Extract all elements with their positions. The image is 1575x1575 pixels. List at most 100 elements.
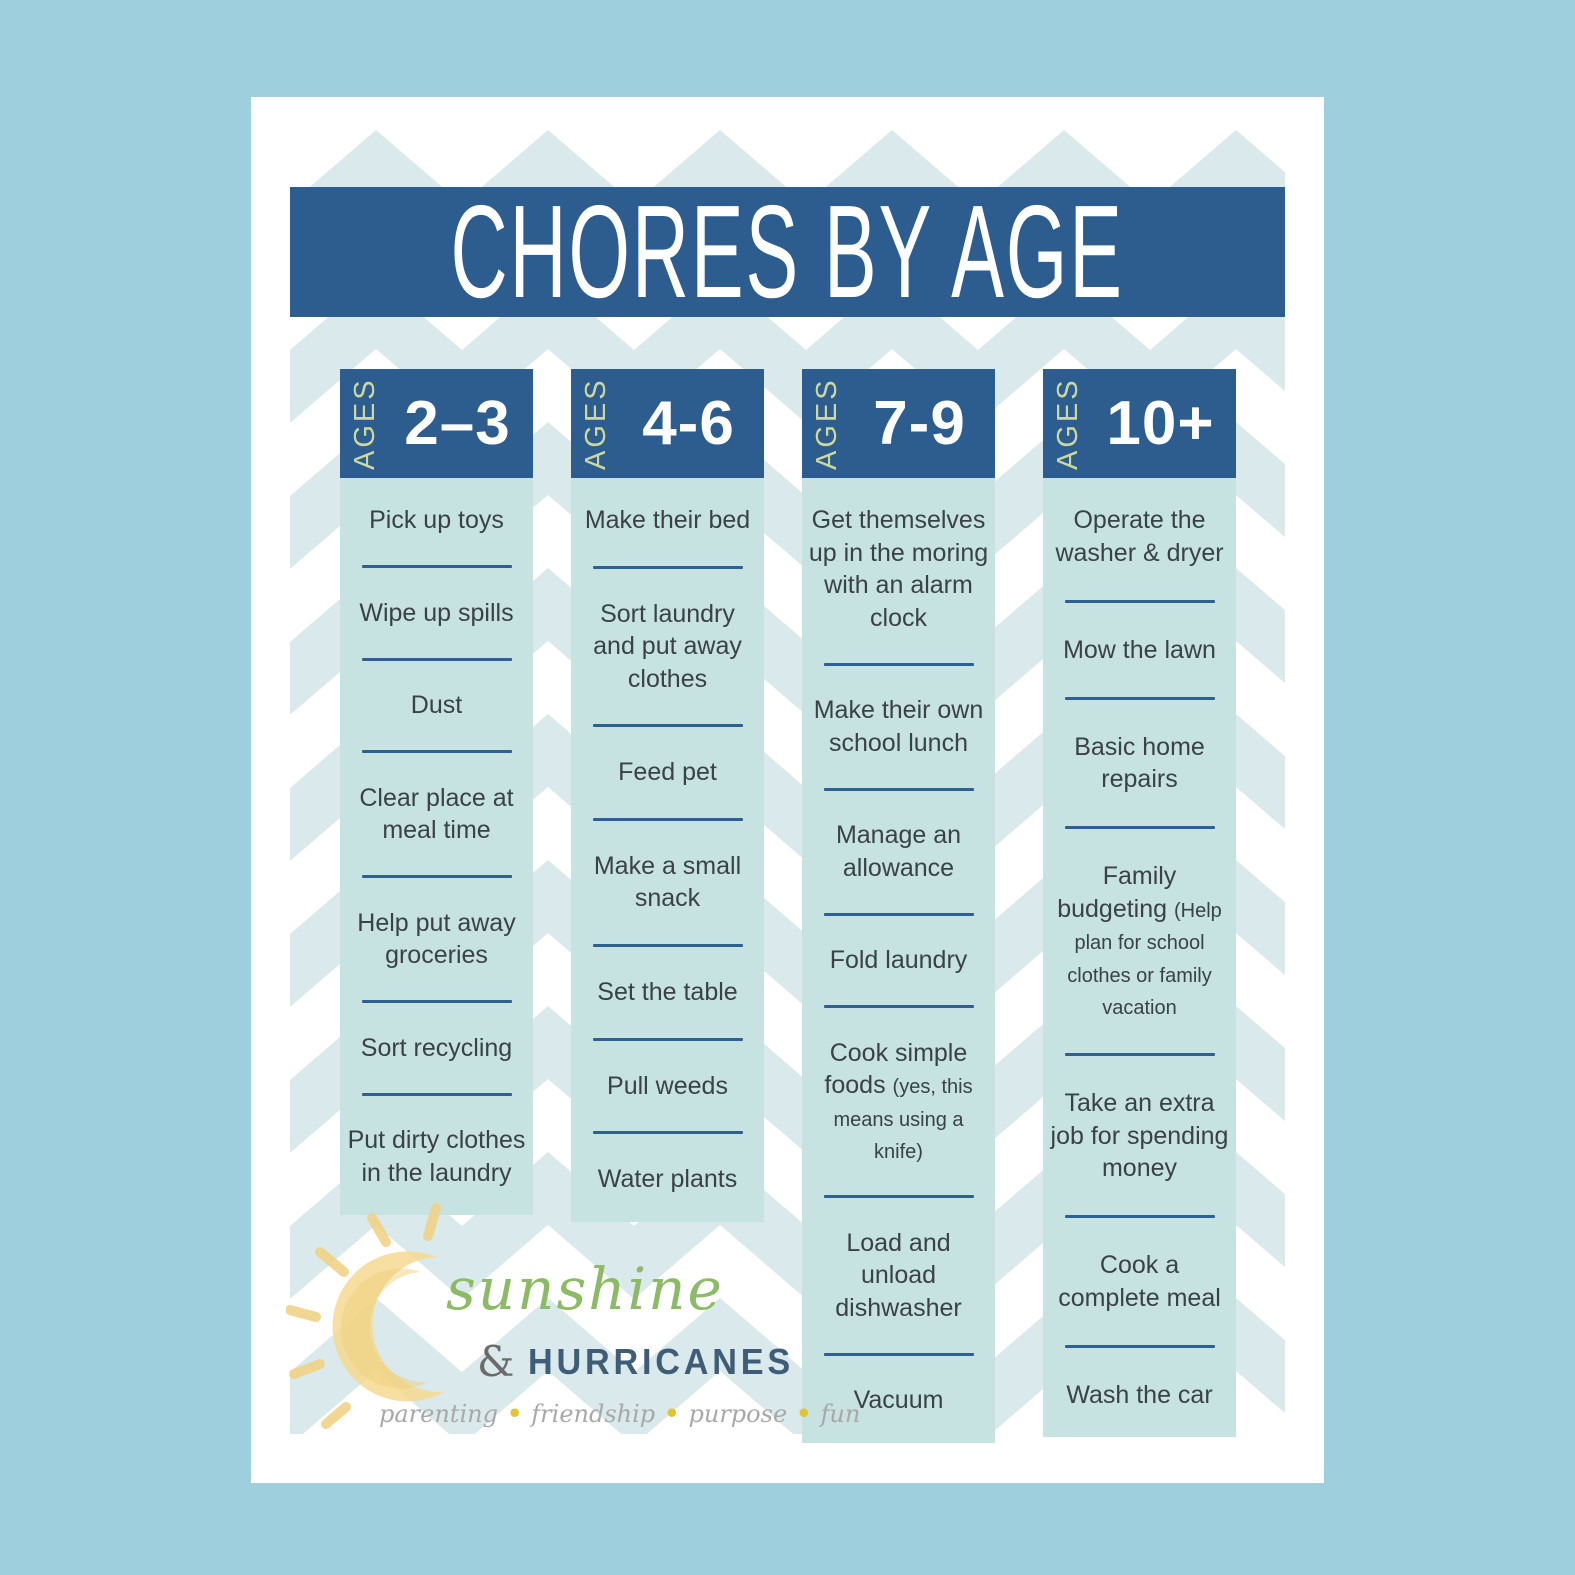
chore-text: Manage an allowance xyxy=(835,821,962,882)
chore-text: Help put away groceries xyxy=(357,908,516,970)
chore-item: Pull weeds xyxy=(607,1070,728,1103)
chore-text: Make their bed xyxy=(584,506,751,534)
chore-note: (yes, this means using a knife) xyxy=(833,1076,973,1164)
ages-label: AGES xyxy=(1052,377,1084,470)
chore-text: Dust xyxy=(410,691,463,719)
chore-text: Feed pet xyxy=(618,758,717,787)
chore-text: Sort laundry and put away clothes xyxy=(593,599,742,693)
divider xyxy=(823,1195,974,1199)
chore-item: Mow the lawn xyxy=(1063,634,1216,667)
divider xyxy=(823,912,974,916)
chore-item: Feed pet xyxy=(618,756,717,789)
chore-list-7-9: Get themselves up in the moring with an … xyxy=(802,478,995,1443)
chore-text: Take an extra job for spending money xyxy=(1050,1089,1229,1182)
divider xyxy=(592,724,743,728)
chore-item: Set the table xyxy=(597,976,737,1009)
chore-item: Water plants xyxy=(598,1163,737,1196)
brand-row: & HURRICANES xyxy=(477,1337,808,1386)
chore-text: Pick up toys xyxy=(369,506,504,534)
chore-text: Wipe up spills xyxy=(359,598,514,627)
brand-sunshine: sunshine xyxy=(446,1255,724,1323)
divider xyxy=(592,817,743,821)
chore-text: Put dirty clothes in the laundry xyxy=(347,1126,526,1187)
brand-tagline: parenting • friendship • purpose • fun xyxy=(379,1399,860,1428)
divider xyxy=(361,875,512,878)
divider xyxy=(823,787,974,791)
chore-item: Manage an allowance xyxy=(808,819,989,884)
ages-label: AGES xyxy=(811,377,843,470)
chore-item: Wipe up spills xyxy=(359,597,513,630)
age-range: 7-9 xyxy=(873,389,966,458)
chore-item: Family budgeting (Help plan for school c… xyxy=(1049,860,1230,1023)
ages-label: AGES xyxy=(580,377,612,470)
chore-list-2-3: Pick up toys Wipe up spills Dust Clear p… xyxy=(340,478,533,1215)
chore-text: Sort recycling xyxy=(360,1033,513,1062)
divider xyxy=(592,1037,743,1041)
tagline-word: fun xyxy=(820,1400,861,1428)
page-title: CHORES BY AGE xyxy=(450,178,1125,325)
age-range: 2–3 xyxy=(404,389,511,458)
divider xyxy=(1064,826,1215,830)
chore-item: Wash the car xyxy=(1066,1379,1212,1412)
age-column-7-9: AGES 7-9 Get themselves up in the moring… xyxy=(802,369,995,1443)
divider xyxy=(361,1000,512,1003)
chore-text: Vacuum xyxy=(853,1386,944,1415)
divider xyxy=(361,657,512,661)
divider xyxy=(823,1352,974,1356)
chore-text: Fold laundry xyxy=(829,946,968,975)
chore-text: Basic home repairs xyxy=(1074,732,1205,794)
age-range: 4-6 xyxy=(642,389,735,458)
chore-item: Take an extra job for spending money xyxy=(1049,1087,1230,1185)
sun-logo-icon xyxy=(285,1202,496,1442)
tagline-dot: • xyxy=(506,1399,523,1428)
age-column-10-plus: AGES 10+ Operate the washer & dryer Mow … xyxy=(1043,369,1236,1437)
chore-note: (Help plan for school clothes or family … xyxy=(1067,899,1222,1020)
chore-item: Vacuum xyxy=(854,1384,944,1417)
divider xyxy=(1064,1215,1215,1219)
tagline-word: parenting xyxy=(379,1400,498,1428)
chore-item: Cook simple foods (yes, this means using… xyxy=(808,1037,989,1167)
column-header-4-6: AGES 4-6 xyxy=(571,369,764,478)
brand-hurricanes: HURRICANES xyxy=(528,1340,795,1382)
age-column-4-6: AGES 4-6 Make their bed Sort laundry and… xyxy=(571,369,764,1222)
chore-text: Water plants xyxy=(597,1165,738,1194)
chore-text: Make their own school lunch xyxy=(813,696,984,757)
divider xyxy=(1064,1053,1215,1057)
chore-text: Wash the car xyxy=(1066,1380,1213,1409)
chore-item: Put dirty clothes in the laundry xyxy=(346,1124,527,1189)
column-header-7-9: AGES 7-9 xyxy=(802,369,995,478)
chore-item: Basic home repairs xyxy=(1049,731,1230,796)
divider xyxy=(1064,1344,1215,1348)
chore-item: Load and unload dishwasher xyxy=(808,1227,989,1325)
chore-text: Mow the lawn xyxy=(1063,635,1216,664)
divider xyxy=(592,1131,743,1135)
chore-item: Operate the washer & dryer xyxy=(1049,504,1230,569)
chore-item: Sort laundry and put away clothes xyxy=(577,598,758,696)
chore-text: Make a small snack xyxy=(593,851,742,913)
ages-label: AGES xyxy=(349,377,381,470)
column-header-2-3: AGES 2–3 xyxy=(340,369,533,478)
chore-item: Dust xyxy=(411,689,462,722)
chore-item: Fold laundry xyxy=(830,944,968,977)
chore-item: Clear place at meal time xyxy=(346,782,527,847)
chore-text: Get themselves up in the moring with an … xyxy=(808,506,989,632)
chore-text: Family budgeting xyxy=(1057,862,1177,923)
chore-item: Make a small snack xyxy=(577,850,758,915)
divider xyxy=(823,1005,974,1009)
divider xyxy=(1064,599,1215,603)
chore-text: Operate the washer & dryer xyxy=(1055,506,1224,567)
age-range: 10+ xyxy=(1106,389,1215,458)
chore-list-10-plus: Operate the washer & dryer Mow the lawn … xyxy=(1043,478,1236,1437)
divider xyxy=(592,944,743,948)
age-column-2-3: AGES 2–3 Pick up toys Wipe up spills Dus… xyxy=(340,369,533,1215)
chore-item: Make their bed xyxy=(585,504,750,537)
tagline-word: friendship xyxy=(531,1400,656,1428)
chore-text: Pull weeds xyxy=(607,1071,728,1100)
chore-item: Make their own school lunch xyxy=(808,694,989,759)
chore-item: Pick up toys xyxy=(369,504,504,537)
chore-text: Cook simple foods xyxy=(824,1038,968,1100)
chore-list-4-6: Make their bed Sort laundry and put away… xyxy=(571,478,764,1222)
title-banner: CHORES BY AGE xyxy=(290,178,1285,325)
chore-text: Clear place at meal time xyxy=(359,783,514,845)
